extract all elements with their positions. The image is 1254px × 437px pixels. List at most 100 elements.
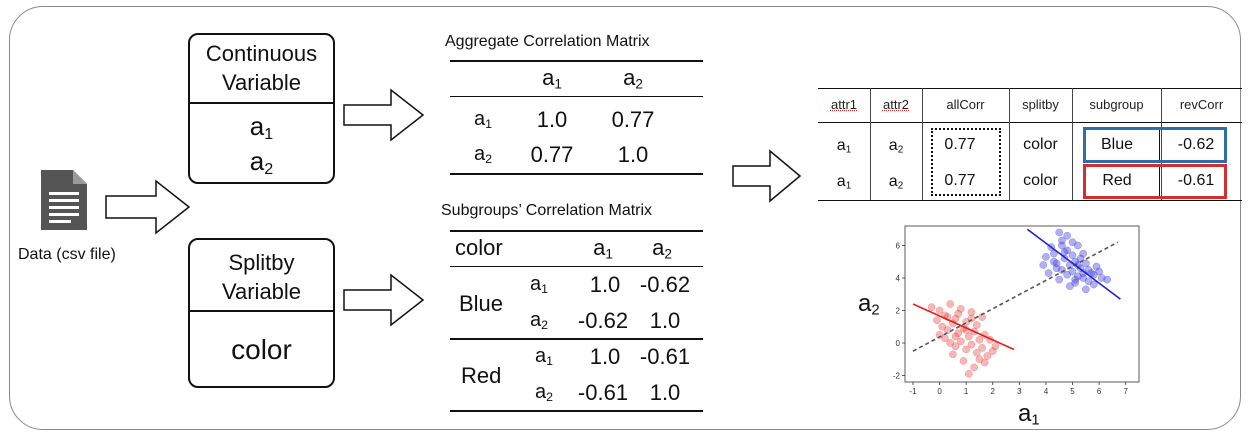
x-tick-label: 7 bbox=[1123, 387, 1128, 396]
x-tick-label: 6 bbox=[1097, 387, 1102, 396]
result-attr2: a2 bbox=[888, 137, 904, 156]
x-tick-label: 1 bbox=[964, 387, 969, 396]
scatter-plot: -1 0 1 2 3 4 5 6 7 -2 0 2 4 6 bbox=[893, 225, 1140, 396]
header-subgroup: subgroup bbox=[1089, 97, 1144, 112]
result-attr1: a1 bbox=[836, 137, 852, 156]
cell-value: 1.0 bbox=[536, 107, 568, 132]
splitby-variable-box: Splitby Variable color bbox=[188, 238, 335, 388]
data-point bbox=[1039, 261, 1048, 269]
header-splitby: splitby bbox=[1022, 97, 1059, 112]
result-attr2: a2 bbox=[888, 173, 904, 192]
cell-value: 1.0 bbox=[649, 380, 681, 405]
result-revcorr: -0.61 bbox=[1177, 172, 1215, 189]
header-allcorr: allCorr bbox=[946, 97, 985, 112]
arrow-icon bbox=[105, 179, 191, 235]
data-point bbox=[962, 345, 971, 354]
data-point bbox=[956, 305, 965, 313]
data-source-label: Data (csv file) bbox=[18, 246, 116, 263]
col-divider bbox=[1159, 167, 1160, 196]
data-point bbox=[949, 350, 957, 359]
col-divider bbox=[1009, 88, 1010, 200]
cell-value: 1.0 bbox=[649, 308, 681, 333]
table-rule bbox=[450, 230, 703, 232]
data-point bbox=[1092, 262, 1101, 271]
data-point bbox=[972, 348, 981, 357]
x-tick-label: 3 bbox=[1017, 387, 1022, 396]
row-header-a1: a1 bbox=[473, 108, 493, 132]
data-point bbox=[1044, 269, 1053, 277]
x-tick-label: 2 bbox=[991, 387, 996, 396]
x-tick-label: 0 bbox=[937, 387, 942, 396]
data-point bbox=[983, 352, 992, 360]
cell-value: 1.0 bbox=[589, 272, 621, 297]
data-point bbox=[1063, 231, 1072, 240]
cell-value: -0.61 bbox=[577, 380, 629, 405]
result-subgroup: Red bbox=[1102, 172, 1132, 189]
data-point bbox=[954, 309, 963, 318]
x-tick-label: 4 bbox=[1044, 387, 1049, 396]
result-splitby: color bbox=[1023, 136, 1058, 153]
data-point bbox=[927, 303, 936, 312]
data-point bbox=[951, 332, 960, 341]
row-header-a2: a2 bbox=[534, 381, 554, 405]
cell-value: 0.77 bbox=[530, 142, 574, 167]
cell-value: 1.0 bbox=[589, 344, 621, 369]
y-tick-label: -2 bbox=[893, 372, 901, 381]
data-point bbox=[959, 357, 968, 365]
subgroups-table-title: Subgroups’ Correlation Matrix bbox=[441, 202, 653, 219]
cell-value: 0.77 bbox=[611, 107, 655, 132]
col-divider bbox=[870, 88, 871, 200]
cell-value: -0.62 bbox=[577, 308, 629, 333]
data-point bbox=[972, 321, 981, 329]
table-rule bbox=[450, 60, 703, 62]
data-point bbox=[988, 347, 997, 355]
data-point bbox=[978, 344, 986, 352]
y-tick-label: 6 bbox=[896, 242, 901, 251]
group-name-red: Red bbox=[461, 363, 502, 388]
title-line-2: Variable bbox=[221, 279, 302, 304]
continuous-variable-box: Continuous Variable a1 a2 bbox=[188, 33, 335, 184]
aggregate-table-title: Aggregate Correlation Matrix bbox=[445, 33, 650, 50]
data-point bbox=[1058, 241, 1066, 250]
data-point bbox=[1068, 267, 1077, 276]
result-splitby: color bbox=[1023, 172, 1058, 189]
table-rule bbox=[450, 410, 703, 412]
y-tick-label: 0 bbox=[896, 339, 901, 348]
data-point bbox=[970, 363, 978, 372]
data-point bbox=[1068, 251, 1077, 260]
result-revcorr: -0.62 bbox=[1177, 136, 1215, 153]
splitby-variable-title: Splitby Variable bbox=[190, 240, 333, 312]
col-header-a2: a2 bbox=[652, 235, 672, 262]
data-point bbox=[964, 332, 973, 341]
result-attr1: a1 bbox=[836, 173, 852, 192]
document-icon bbox=[39, 170, 89, 232]
overall-trend-line bbox=[912, 241, 1119, 352]
subgroup-trend-line bbox=[912, 303, 1015, 351]
data-point bbox=[1103, 275, 1111, 284]
table-rule bbox=[450, 338, 703, 340]
title-line-1: Continuous bbox=[205, 41, 318, 66]
data-point bbox=[1071, 279, 1080, 287]
y-tick-label: 4 bbox=[896, 274, 901, 283]
var-a2: a2 bbox=[249, 146, 274, 179]
data-point bbox=[1060, 248, 1069, 256]
data-point bbox=[1071, 275, 1080, 284]
arrow-icon bbox=[343, 88, 425, 142]
row-header-a2: a2 bbox=[529, 309, 549, 333]
continuous-var-list: a1 a2 bbox=[190, 111, 333, 177]
data-point bbox=[1050, 257, 1058, 266]
result-subgroup: Blue bbox=[1100, 136, 1134, 153]
data-point bbox=[967, 308, 976, 316]
data-point bbox=[951, 314, 960, 323]
col-divider bbox=[1161, 88, 1162, 200]
data-point bbox=[975, 355, 984, 364]
arrow-icon bbox=[732, 149, 802, 203]
cell-value: -0.61 bbox=[639, 344, 691, 369]
data-point bbox=[1089, 280, 1098, 289]
data-point bbox=[975, 335, 984, 344]
data-point bbox=[1052, 264, 1061, 273]
data-point bbox=[933, 316, 941, 325]
chart-xlabel: a1 bbox=[1018, 400, 1040, 429]
row-header-a1: a1 bbox=[534, 345, 554, 369]
